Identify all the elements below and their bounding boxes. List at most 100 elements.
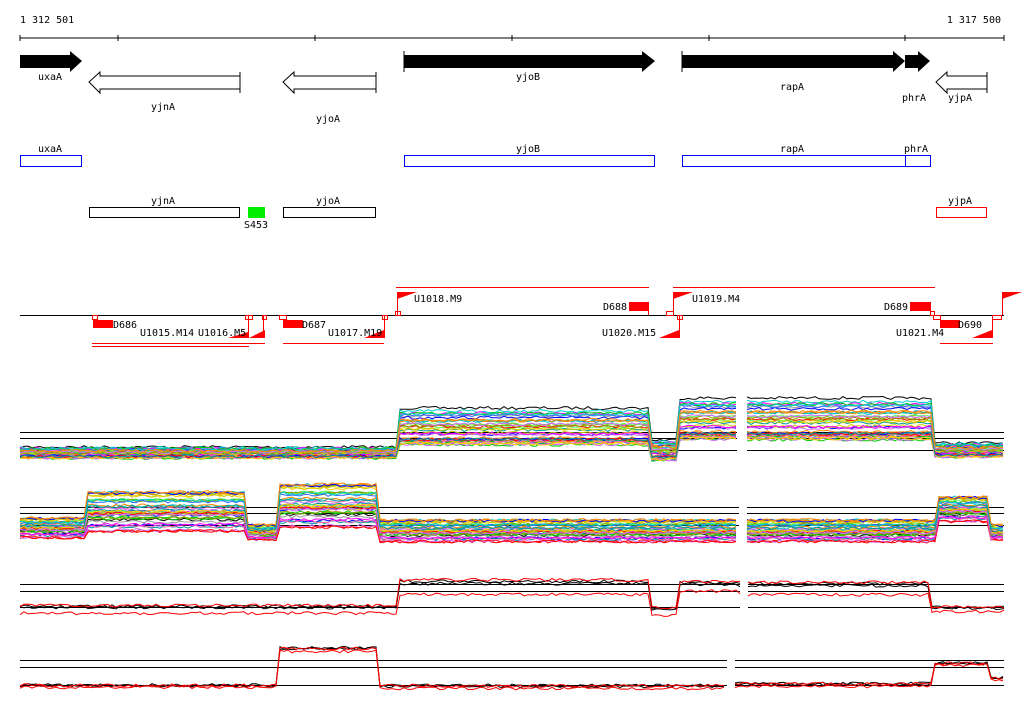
expression-profile — [19, 510, 737, 537]
expression-tracks — [19, 395, 1005, 691]
expression-profile — [19, 482, 737, 527]
box-label-yjpA: yjpA — [948, 196, 972, 207]
label-U1020: U1020.M15 — [602, 328, 656, 339]
expression-track-1 — [19, 395, 1004, 462]
feature-S453[interactable] — [248, 207, 265, 218]
box-uxaA[interactable] — [20, 155, 82, 167]
ruler-start-label: 1 312 501 — [20, 15, 74, 26]
expression-profile — [746, 431, 1004, 457]
expression-profile — [19, 419, 737, 456]
expression-profile — [746, 516, 1004, 541]
expression-profile — [19, 645, 725, 688]
gene-arrow-phrA[interactable] — [905, 51, 930, 72]
gene-label-yjoB: yjoB — [516, 72, 540, 83]
segment-D688[interactable] — [629, 302, 649, 311]
expression-profile — [19, 646, 724, 688]
expression-track-2 — [19, 482, 1004, 544]
segment-D690[interactable] — [940, 320, 960, 328]
label-U1019: U1019.M4 — [692, 294, 740, 305]
expression-profile — [747, 583, 1005, 611]
expression-profile — [746, 402, 1004, 448]
reverse-annotation-track — [89, 207, 987, 218]
gene-label-uxaA: uxaA — [38, 72, 62, 83]
expression-profile — [746, 432, 1004, 457]
segment-D687[interactable] — [283, 320, 303, 328]
label-U1017: U1017.M19 — [328, 328, 382, 339]
label-U1015: U1015.M14 — [140, 328, 194, 339]
gene-label-yjpA: yjpA — [948, 93, 972, 104]
label-U1016: U1016.M5 — [198, 328, 246, 339]
box-label-yjoB: yjoB — [516, 144, 540, 155]
transcript-track: D686 D687 D688 D689 D690 U1015.M14 U1016… — [20, 287, 1022, 347]
expression-track-3 — [19, 577, 1005, 617]
expression-profile — [746, 519, 1004, 544]
label-D689: D689 — [884, 302, 908, 313]
label-D688: D688 — [603, 302, 627, 313]
expression-profile — [19, 498, 737, 533]
gene-label-rapA: rapA — [780, 82, 804, 93]
label-U1021: U1021.M4 — [896, 328, 944, 339]
box-label-uxaA: uxaA — [38, 144, 62, 155]
expression-profile — [734, 661, 1004, 686]
expression-profile — [734, 663, 1004, 689]
expression-profile — [19, 525, 737, 544]
label-U1018: U1018.M9 — [414, 294, 462, 305]
feature-label-S453: S453 — [244, 220, 268, 231]
expression-profile — [19, 431, 736, 459]
segment-D689[interactable] — [910, 302, 931, 311]
expression-profile — [746, 508, 1004, 535]
expression-profile — [19, 589, 741, 617]
expression-profile — [746, 414, 1004, 452]
expression-profile — [19, 577, 741, 610]
expression-profile — [746, 500, 1004, 530]
expression-profile — [746, 416, 1003, 452]
expression-profile — [746, 429, 1004, 457]
box-rapA[interactable] — [682, 155, 906, 167]
label-D690: D690 — [958, 320, 982, 331]
gene-arrow-yjpA[interactable] — [935, 70, 988, 95]
box-label-phrA: phrA — [904, 144, 928, 155]
gene-label-phrA: phrA — [902, 93, 926, 104]
expression-profile — [19, 579, 741, 610]
expression-profile — [20, 403, 737, 451]
gene-arrow-rapA[interactable] — [682, 51, 905, 72]
expression-profile — [746, 410, 1004, 450]
expression-profile — [746, 509, 1004, 536]
gene-arrow-yjnA[interactable] — [88, 70, 241, 95]
expression-profile — [19, 581, 741, 611]
forward-annotation-track — [20, 155, 931, 167]
ruler-end-label: 1 317 500 — [947, 15, 1001, 26]
expression-profile — [19, 649, 725, 691]
expression-profile — [19, 507, 737, 536]
expression-profile — [747, 501, 1004, 530]
box-label-yjnA: yjnA — [151, 196, 175, 207]
box-yjpA[interactable] — [936, 207, 987, 218]
gene-arrow-yjoA[interactable] — [282, 70, 377, 95]
expression-profile — [746, 403, 1004, 448]
expression-profile — [746, 423, 1004, 454]
coordinate-ruler: 1 312 501 1 317 500 — [19, 15, 1005, 41]
expression-profile — [19, 402, 737, 451]
box-phrA[interactable] — [905, 155, 931, 167]
expression-profile — [19, 491, 737, 530]
gene-arrow-uxaA[interactable] — [20, 51, 82, 72]
expression-profile — [19, 517, 737, 540]
expression-track-4 — [19, 645, 1004, 691]
expression-profile — [734, 661, 1004, 686]
expression-profile — [19, 416, 737, 455]
gene-track: uxaA yjnA yjoA yjoB rapA phrA yjpA — [20, 51, 988, 125]
segment-D686[interactable] — [93, 320, 113, 328]
box-yjoB[interactable] — [404, 155, 655, 167]
box-yjoA[interactable] — [283, 207, 376, 218]
gene-label-yjoA: yjoA — [316, 114, 340, 125]
expression-profile — [19, 396, 737, 450]
gene-arrow-yjoB[interactable] — [404, 51, 655, 72]
expression-profile — [746, 497, 1004, 529]
expression-profile — [19, 410, 737, 453]
label-D686: D686 — [113, 320, 137, 331]
expression-profile — [746, 436, 1004, 459]
expression-profile — [747, 580, 1005, 609]
box-label-rapA: rapA — [780, 144, 804, 155]
box-yjnA[interactable] — [89, 207, 240, 218]
